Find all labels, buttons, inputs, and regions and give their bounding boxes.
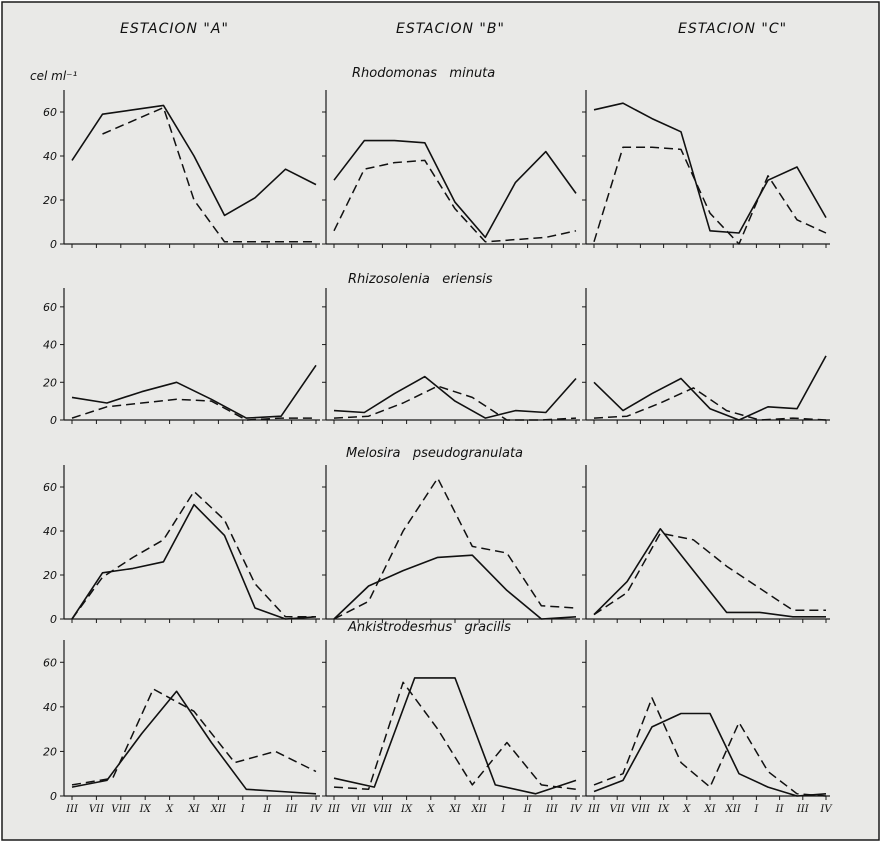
dashed-series-line (333, 681, 577, 791)
dashed-series-line (593, 146, 827, 245)
panel-r1-c1: 0 20 40 60 (43, 90, 320, 251)
x-tick-label: X (165, 804, 174, 815)
solid-series-line (333, 139, 577, 239)
solid-series-line (593, 102, 827, 234)
x-tick-label: VIII (631, 804, 651, 815)
x-tick-label: VIII (373, 804, 393, 815)
x-tick-label: III (587, 804, 601, 815)
x-tick-label: III (545, 804, 559, 815)
x-tick-label: III (285, 804, 299, 815)
panel-r3-c3 (582, 465, 830, 623)
dashed-series-line (333, 159, 577, 243)
dashed-series-line (102, 106, 316, 243)
y-tick-label: 60 (43, 481, 57, 494)
y-tick-label: 20 (43, 745, 57, 758)
x-tick-label: IX (139, 804, 152, 815)
x-tick-label: I (753, 804, 759, 815)
species-title-1: Rhodomonas minuta (352, 66, 495, 81)
panel-r2-c3 (582, 288, 830, 424)
y-tick-label: 20 (43, 194, 57, 207)
species-title-4: Ankistrodesmus gracilis (347, 620, 511, 635)
species-title-3: Melosira pseudogranulata (346, 446, 523, 461)
dashed-series-line (71, 688, 317, 786)
x-tick-label: XI (448, 804, 461, 815)
solid-series-line (71, 104, 317, 217)
species-title-2: Rhizosolenia eriensis (348, 272, 493, 287)
x-tick-label: IX (400, 804, 413, 815)
y-tick-label: 60 (43, 301, 57, 314)
panel-r4-c3: III VII VIII IX X XI XII I II III IV (582, 640, 833, 815)
x-tick-label: I (240, 804, 246, 815)
dashed-series-line (593, 697, 827, 797)
x-tick-label: IX (657, 804, 670, 815)
y-tick-label: 20 (43, 376, 57, 389)
x-tick-label: III (796, 804, 810, 815)
solid-series-line (71, 364, 317, 419)
x-tick-label: IV (819, 804, 833, 815)
solid-series-line (333, 375, 577, 419)
y-unit-label: cel ml⁻¹ (30, 69, 77, 83)
panel-r3-c1: 0 20 40 60 (43, 465, 320, 626)
y-tick-label: 0 (50, 414, 57, 427)
x-tick-label: XII (471, 804, 488, 815)
x-tick-label: III (327, 804, 341, 815)
x-tick-label: IV (569, 804, 583, 815)
x-tick-label: X (426, 804, 435, 815)
x-tick-label: II (523, 804, 533, 815)
y-tick-label: 40 (43, 150, 57, 163)
solid-series-line (333, 677, 577, 795)
station-a-title: ESTACION "A" (120, 21, 229, 37)
dashed-series-line (71, 490, 316, 620)
dashed-series-line (333, 385, 577, 421)
panel-r1-c2 (322, 90, 580, 248)
x-tick-label: II (262, 804, 272, 815)
y-tick-label: 60 (43, 656, 57, 669)
panel-r4-c2: III VII VIII IX X XI XII I II III IV (322, 640, 583, 815)
y-tick-label: 60 (43, 106, 57, 119)
dashed-series-line (333, 477, 577, 620)
station-c-title: ESTACION "C" (678, 21, 787, 37)
panel-r3-c2 (322, 465, 580, 623)
x-tick-label: XII (725, 804, 742, 815)
solid-series-line (593, 527, 826, 618)
panel-r2-c1: 0 20 40 60 (43, 288, 320, 427)
solid-series-line (333, 554, 577, 620)
solid-series-line (71, 690, 317, 795)
x-tick-label: VIII (111, 804, 131, 815)
x-tick-label: VII (351, 804, 367, 815)
y-tick-label: 20 (43, 569, 57, 582)
x-tick-label: I (500, 804, 506, 815)
dashed-series-line (71, 398, 316, 421)
dashed-series-line (593, 532, 826, 616)
x-tick-label: XI (187, 804, 200, 815)
x-tick-label: III (65, 804, 79, 815)
station-headers: ESTACION "A" ESTACION "B" ESTACION "C" (120, 21, 787, 37)
x-tick-label: II (775, 804, 785, 815)
x-tick-label: VII (89, 804, 105, 815)
station-b-title: ESTACION "B" (396, 21, 505, 37)
x-tick-label: XI (703, 804, 716, 815)
x-tick-label: IV (309, 804, 323, 815)
x-tick-label: XII (210, 804, 227, 815)
y-tick-label: 40 (43, 339, 57, 352)
y-tick-label: 40 (43, 525, 57, 538)
y-tick-label: 0 (50, 613, 57, 626)
panel-r2-c2 (322, 288, 580, 424)
x-tick-label: X (682, 804, 691, 815)
x-tick-label: VII (610, 804, 626, 815)
y-tick-label: 0 (50, 238, 57, 251)
solid-series-line (593, 355, 827, 421)
solid-series-line (593, 712, 827, 797)
y-tick-label: 40 (43, 701, 57, 714)
y-tick-label: 0 (50, 790, 57, 803)
panel-r1-c3 (582, 90, 830, 248)
